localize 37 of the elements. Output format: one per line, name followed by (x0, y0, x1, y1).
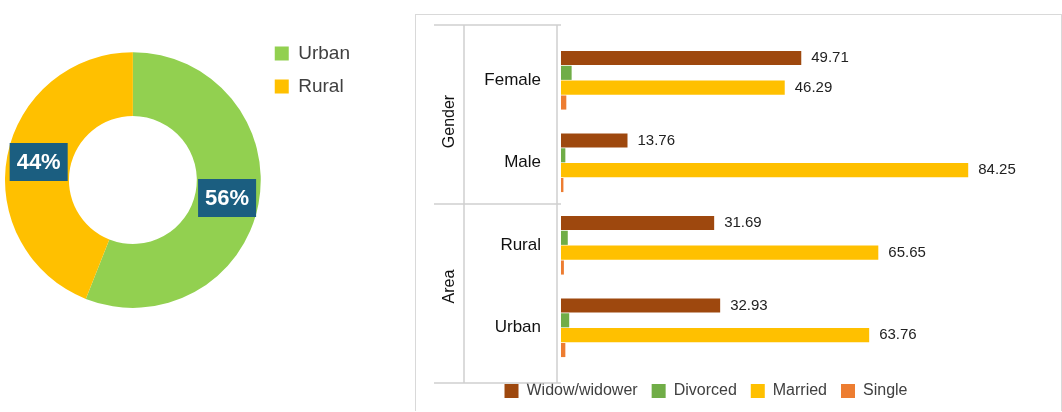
data-label: 65.65 (888, 242, 926, 260)
bar (561, 298, 721, 313)
legend-label: Urban (298, 41, 350, 63)
bar (561, 65, 572, 80)
legend-label: Single (863, 381, 908, 399)
bar (561, 95, 567, 110)
data-label: 49.71 (811, 48, 849, 66)
y-tick-label: Urban (494, 317, 541, 337)
legend-label: Divorced (673, 381, 737, 399)
data-label: 46.29 (794, 77, 833, 95)
bar (561, 328, 870, 343)
bar (561, 80, 785, 95)
data-label: 13.76 (637, 130, 676, 148)
data-label: 44% (16, 149, 61, 175)
y-tick-label: Female (484, 69, 541, 89)
bar (561, 230, 568, 245)
legend-label: Married (772, 381, 828, 399)
data-label: 56% (205, 185, 250, 211)
legend-label: Rural (298, 74, 344, 96)
text: Gender (440, 94, 458, 149)
y-tick-label: Rural (500, 234, 541, 254)
data-label: 63.76 (879, 325, 917, 343)
bar (561, 260, 564, 275)
bar (561, 313, 570, 328)
legend-label: Widow/widower (526, 381, 639, 399)
bar (561, 342, 566, 358)
bar (561, 148, 566, 163)
data-label: 31.69 (724, 213, 762, 231)
bar (561, 163, 969, 178)
bar (561, 215, 715, 231)
text: Area (440, 269, 458, 304)
bar (561, 133, 628, 148)
data-label: 32.93 (730, 295, 768, 313)
bar (561, 245, 879, 260)
bar (561, 50, 802, 66)
y-tick-label: Male (504, 152, 541, 172)
data-label: 84.25 (978, 160, 1016, 178)
